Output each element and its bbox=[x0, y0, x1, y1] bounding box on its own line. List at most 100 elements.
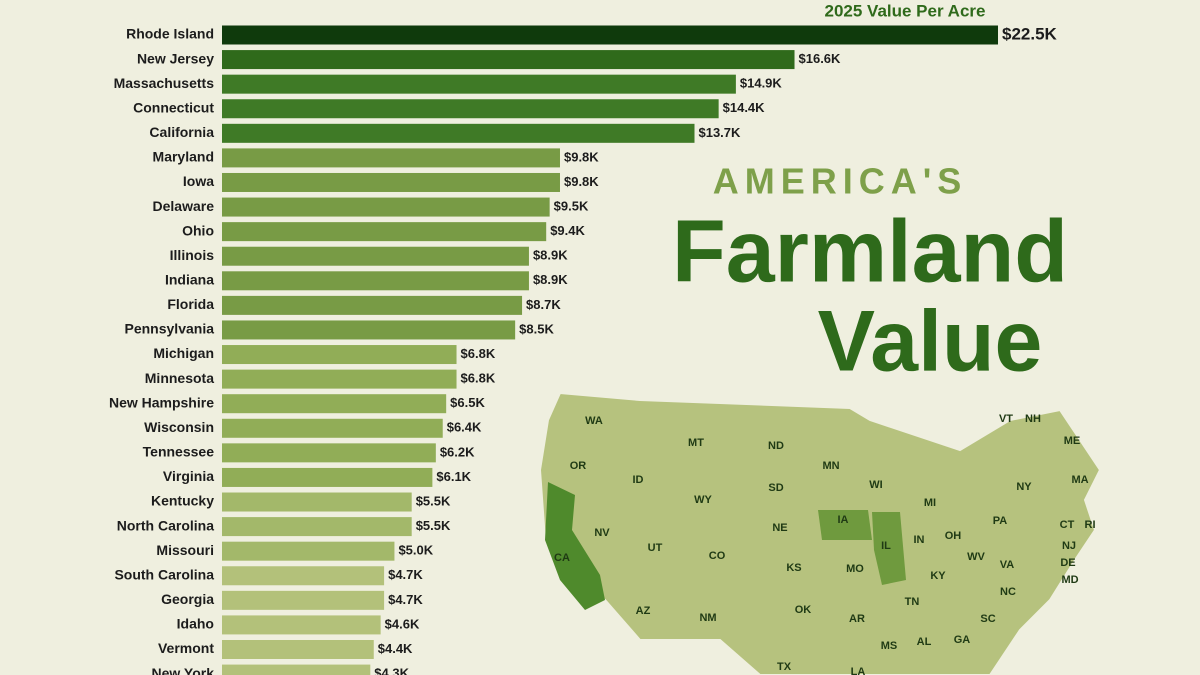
bar bbox=[222, 590, 385, 610]
value-label: $6.4K bbox=[447, 420, 482, 435]
map-state-label: WV bbox=[967, 551, 985, 563]
category-label: New York bbox=[151, 665, 214, 675]
value-label: $4.7K bbox=[388, 592, 423, 607]
bar bbox=[222, 246, 529, 266]
bar bbox=[222, 566, 385, 586]
map-state-label: MO bbox=[846, 563, 864, 575]
bar bbox=[222, 541, 395, 561]
map-state-label: ID bbox=[633, 474, 644, 486]
map-state-label: MA bbox=[1071, 474, 1088, 486]
map-state-label: PA bbox=[993, 515, 1008, 527]
bar bbox=[222, 320, 516, 340]
category-label: North Carolina bbox=[117, 517, 214, 533]
value-label: $6.8K bbox=[461, 371, 496, 386]
logo-line3: Value bbox=[818, 294, 1043, 390]
bar bbox=[222, 394, 447, 414]
category-label: Iowa bbox=[183, 173, 214, 189]
map-state-label: CT bbox=[1060, 519, 1075, 531]
value-label: $14.9K bbox=[740, 76, 783, 91]
category-label: Georgia bbox=[161, 591, 214, 607]
category-label: California bbox=[149, 124, 214, 140]
category-label: Delaware bbox=[153, 198, 215, 214]
category-label: New Hampshire bbox=[109, 394, 214, 410]
map-highlight-ca bbox=[545, 482, 605, 610]
bar bbox=[222, 148, 560, 168]
logo-line2: Farmland bbox=[672, 201, 1068, 300]
map-state-label: VT bbox=[999, 413, 1013, 425]
category-label: Maryland bbox=[153, 149, 214, 165]
value-label: $4.3K bbox=[374, 666, 409, 675]
bar bbox=[222, 295, 523, 315]
map-state-label: LA bbox=[851, 666, 866, 675]
bar bbox=[222, 492, 412, 512]
category-label: South Carolina bbox=[114, 566, 214, 582]
bar bbox=[222, 640, 374, 659]
map-highlight-il bbox=[872, 512, 906, 585]
value-label: $4.7K bbox=[388, 567, 423, 582]
category-label: Rhode Island bbox=[126, 26, 214, 42]
map-state-label: MD bbox=[1061, 574, 1078, 586]
map-state-label: KY bbox=[930, 570, 946, 582]
map-state-label: MN bbox=[822, 460, 839, 472]
bar bbox=[222, 517, 412, 537]
map-state-label: AZ bbox=[636, 605, 651, 617]
category-label: Florida bbox=[167, 296, 214, 312]
bar bbox=[222, 418, 443, 438]
value-label: $4.6K bbox=[385, 616, 420, 631]
map-state-label: SD bbox=[768, 482, 783, 494]
map-state-label: OK bbox=[795, 604, 812, 616]
bar bbox=[222, 25, 998, 45]
map-state-label: NE bbox=[772, 522, 787, 534]
category-label: Minnesota bbox=[145, 370, 214, 386]
bar bbox=[222, 615, 381, 635]
category-label: Vermont bbox=[158, 640, 214, 656]
value-label: $8.5K bbox=[519, 321, 554, 336]
map-state-label: SC bbox=[980, 613, 995, 625]
map-state-label: VA bbox=[1000, 559, 1015, 571]
map-state-label: IA bbox=[838, 514, 849, 526]
bar bbox=[222, 197, 550, 217]
bar bbox=[222, 99, 719, 119]
category-label: Ohio bbox=[182, 222, 214, 238]
map-state-label: KS bbox=[786, 562, 801, 574]
map-state-label: NM bbox=[699, 612, 716, 624]
bar bbox=[222, 123, 695, 143]
value-label: $8.9K bbox=[533, 248, 568, 263]
map-state-label: IN bbox=[914, 534, 925, 546]
value-label: $16.6K bbox=[799, 51, 842, 66]
value-label: $6.1K bbox=[436, 469, 471, 484]
map-state-label: DE bbox=[1060, 557, 1075, 569]
map-state-label: WA bbox=[585, 415, 603, 427]
map-state-label: AR bbox=[849, 613, 865, 625]
map-state-label: WY bbox=[694, 494, 712, 506]
map-state-label: WI bbox=[869, 479, 882, 491]
value-label: $9.8K bbox=[564, 149, 599, 164]
bar bbox=[222, 172, 560, 192]
category-label: Pennsylvania bbox=[125, 321, 215, 337]
map-state-label: NH bbox=[1025, 413, 1041, 425]
value-label: $6.5K bbox=[450, 395, 485, 410]
value-label: $8.9K bbox=[533, 272, 568, 287]
bar bbox=[222, 345, 457, 365]
us-map bbox=[538, 391, 1102, 675]
value-label: $13.7K bbox=[698, 125, 741, 140]
bar bbox=[222, 74, 736, 94]
logo-line1: AMERICA'S bbox=[713, 161, 968, 202]
map-state-label: OR bbox=[570, 460, 587, 472]
bar bbox=[222, 222, 547, 242]
category-label: Connecticut bbox=[133, 99, 214, 115]
map-state-label: GA bbox=[954, 634, 971, 646]
map-state-label: RI bbox=[1085, 519, 1096, 531]
map-state-label: NV bbox=[594, 527, 610, 539]
map-state-label: IL bbox=[881, 540, 891, 552]
value-label: $6.8K bbox=[461, 346, 496, 361]
map-state-label: CO bbox=[709, 550, 726, 562]
bar bbox=[222, 369, 457, 389]
map-state-label: ND bbox=[768, 440, 784, 452]
category-label: Wisconsin bbox=[144, 419, 214, 435]
map-highlight-ia bbox=[818, 510, 872, 540]
map-state-label: CA bbox=[554, 552, 570, 564]
category-label: Virginia bbox=[163, 468, 214, 484]
